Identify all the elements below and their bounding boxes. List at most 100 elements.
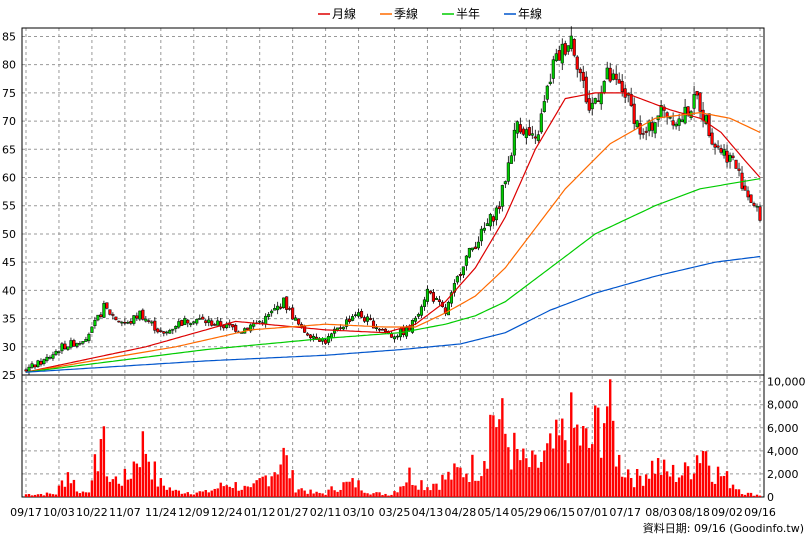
candle-body bbox=[84, 339, 88, 342]
date-tick-label: 09/17 bbox=[10, 506, 42, 519]
volume-bar bbox=[576, 424, 579, 497]
candle-body bbox=[437, 299, 441, 302]
volume-bar bbox=[459, 467, 462, 497]
volume-bar bbox=[75, 491, 79, 497]
date-tick-label: 06/15 bbox=[543, 506, 575, 519]
candle-body bbox=[416, 314, 421, 317]
candle-body bbox=[584, 76, 588, 103]
price-tick-label: 70 bbox=[2, 115, 16, 128]
candle-body bbox=[476, 241, 480, 249]
volume-bar bbox=[162, 485, 166, 497]
volume-bar bbox=[647, 478, 651, 497]
volume-bar bbox=[315, 491, 318, 497]
volume-bar bbox=[255, 480, 258, 497]
candle-body bbox=[204, 320, 208, 324]
candle-body bbox=[464, 255, 468, 266]
volume-bar bbox=[294, 492, 297, 497]
volume-bar bbox=[638, 475, 642, 497]
volume-bar bbox=[354, 487, 357, 497]
candle-body bbox=[536, 134, 540, 141]
date-tick-label: 03/10 bbox=[343, 506, 375, 519]
volume-bar bbox=[333, 490, 336, 497]
volume-bar bbox=[728, 488, 732, 497]
ma-line bbox=[25, 178, 761, 373]
volume-bar bbox=[582, 425, 585, 497]
candle-body bbox=[473, 246, 477, 250]
candle-body bbox=[494, 207, 498, 221]
candle-body bbox=[608, 67, 612, 82]
volume-bar bbox=[609, 379, 612, 497]
candle-body bbox=[108, 309, 112, 315]
candle-body bbox=[752, 203, 756, 206]
candle-body bbox=[365, 316, 370, 322]
candle-body bbox=[524, 129, 528, 138]
volume-bar bbox=[159, 478, 163, 497]
candle-body bbox=[219, 321, 223, 327]
volume-bar bbox=[57, 485, 61, 497]
volume-bar bbox=[758, 495, 762, 497]
volume-bar bbox=[579, 445, 582, 497]
volume-bar bbox=[414, 485, 417, 497]
volume-bar bbox=[558, 435, 561, 497]
candle-body bbox=[153, 320, 157, 331]
volume-bar bbox=[369, 494, 372, 497]
volume-tick-label: 4,000 bbox=[767, 445, 799, 458]
candle-body bbox=[554, 53, 558, 62]
volume-bar bbox=[138, 467, 142, 497]
date-tick-label: 02/11 bbox=[310, 506, 342, 519]
candle-body bbox=[674, 123, 678, 127]
volume-bar bbox=[123, 468, 127, 497]
volume-bar bbox=[39, 493, 43, 497]
price-tick-label: 80 bbox=[2, 59, 16, 72]
candle-body bbox=[126, 322, 130, 324]
volume-bar bbox=[228, 486, 231, 497]
volume-bar bbox=[51, 494, 55, 497]
volume-bar bbox=[93, 454, 97, 497]
candle-body bbox=[602, 81, 606, 93]
volume-bar bbox=[114, 476, 118, 497]
candle-body bbox=[66, 346, 70, 350]
candle-body bbox=[572, 39, 576, 56]
candle-body bbox=[380, 329, 385, 331]
volume-bar bbox=[662, 459, 666, 497]
volume-bar bbox=[501, 398, 504, 497]
volume-tick-label: 2,000 bbox=[767, 468, 799, 481]
candle-body bbox=[231, 324, 235, 328]
volume-bar bbox=[450, 479, 453, 497]
date-tick-label: 04/13 bbox=[412, 506, 444, 519]
candle-body bbox=[425, 288, 430, 302]
volume-bar bbox=[63, 486, 67, 497]
candle-body bbox=[54, 351, 58, 355]
candle-body bbox=[488, 214, 492, 227]
volume-bar bbox=[366, 493, 369, 497]
candle-body bbox=[545, 85, 549, 100]
volume-bar bbox=[471, 454, 474, 497]
candle-body bbox=[611, 73, 615, 80]
candle-body bbox=[449, 292, 453, 304]
candle-body bbox=[713, 143, 717, 148]
price-tick-label: 45 bbox=[2, 256, 16, 269]
candle-body bbox=[189, 323, 193, 326]
candle-body bbox=[327, 336, 331, 343]
volume-bar bbox=[704, 451, 708, 497]
volume-bar bbox=[195, 492, 198, 497]
volume-bar bbox=[225, 485, 228, 497]
volume-bar bbox=[716, 466, 720, 497]
date-tick-label: 09/16 bbox=[744, 506, 776, 519]
candle-body bbox=[96, 314, 100, 321]
volume-bar bbox=[677, 477, 681, 497]
candle-body bbox=[141, 309, 145, 320]
volume-bar bbox=[444, 479, 447, 497]
candle-body bbox=[530, 133, 534, 136]
candle-body bbox=[117, 320, 121, 323]
candle-body bbox=[695, 90, 699, 96]
volume-bar bbox=[375, 492, 378, 497]
volume-bar bbox=[291, 470, 294, 497]
candle-body bbox=[401, 327, 406, 335]
volume-bar bbox=[288, 478, 291, 497]
candle-body bbox=[758, 206, 762, 221]
volume-bar bbox=[495, 427, 498, 497]
candle-body bbox=[252, 323, 256, 327]
candle-body bbox=[99, 314, 103, 317]
